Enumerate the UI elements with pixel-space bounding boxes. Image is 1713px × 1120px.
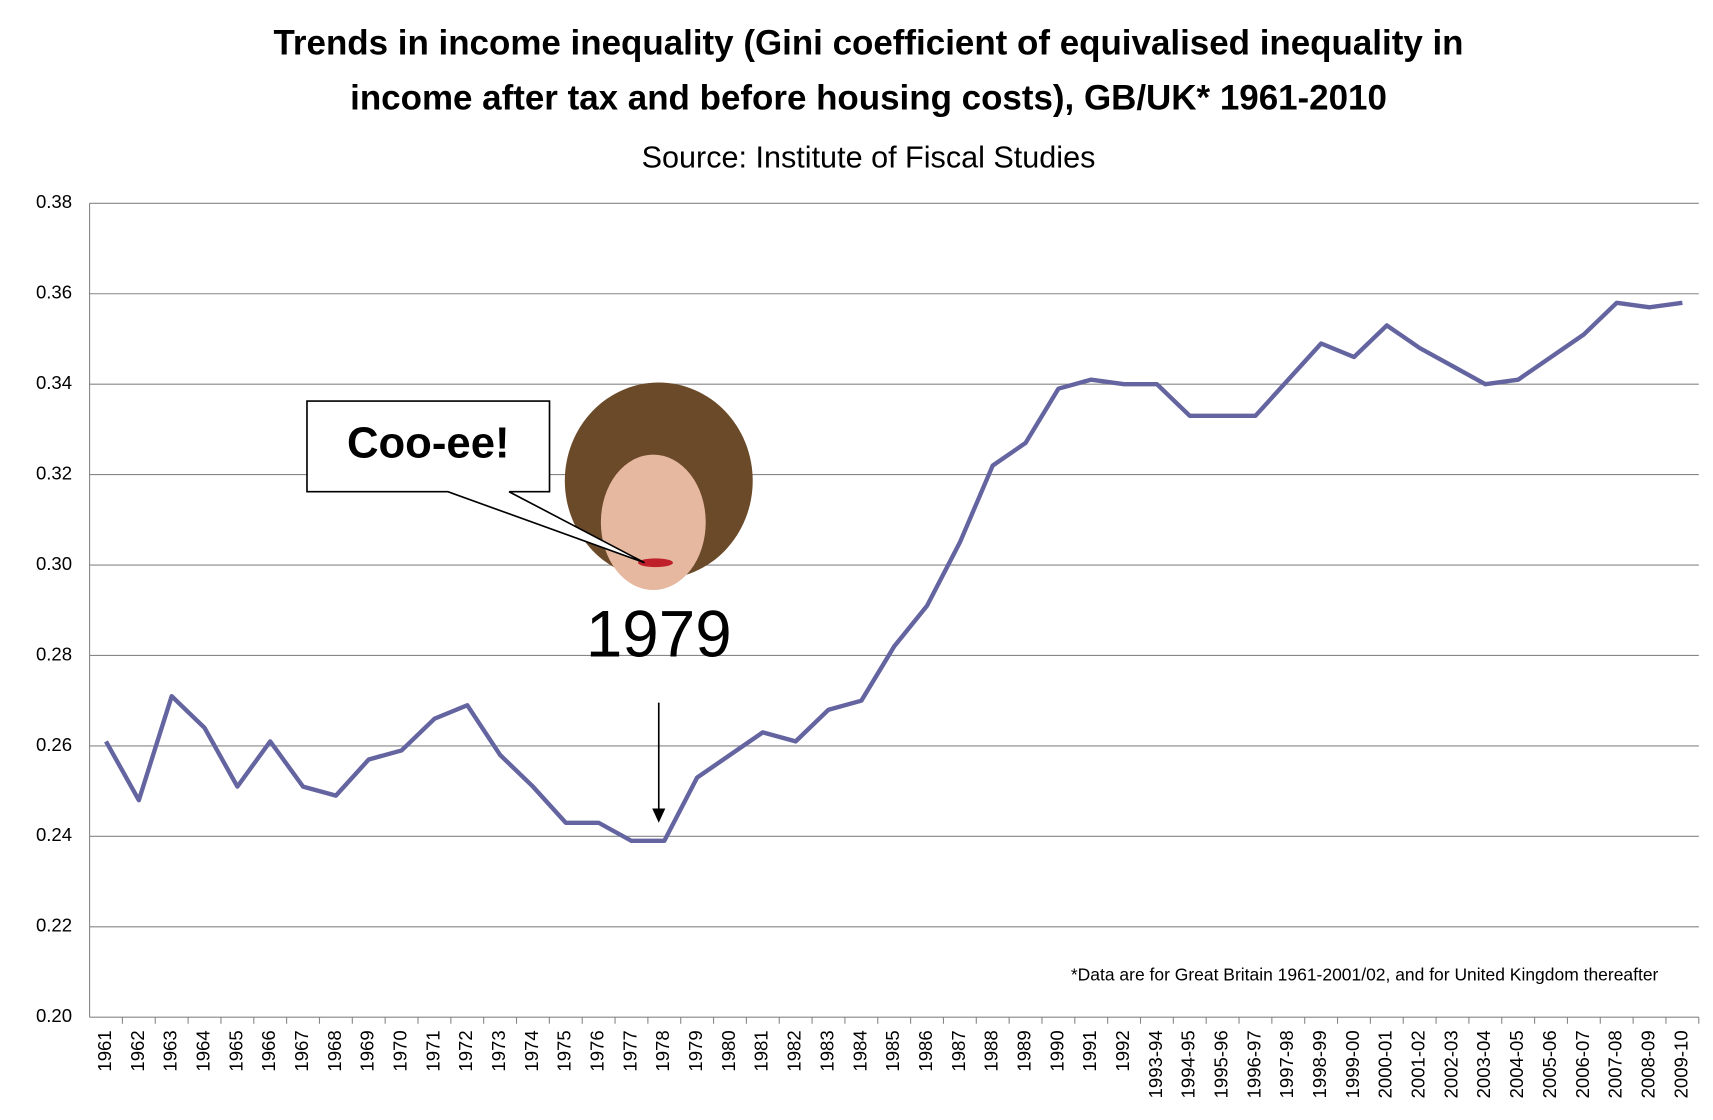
y-tick-label: 0.24	[36, 824, 72, 845]
portrait	[564, 382, 753, 591]
x-tick-label: 1968	[324, 1030, 345, 1071]
x-tick-label: 1971	[422, 1030, 443, 1071]
x-tick-label: 1983	[816, 1030, 837, 1071]
x-tick-label: 1977	[619, 1030, 640, 1071]
x-tick-label: 1995-96	[1211, 1030, 1232, 1098]
x-tick-label: 2000-01	[1375, 1030, 1396, 1098]
plot: 1961 1962 1963 1964 1965 1966 1967 1968 1969 1970…	[94, 300, 1700, 1098]
x-tick-label: 1993-94	[1145, 1030, 1166, 1098]
x-tick-label: 1982	[784, 1030, 805, 1071]
x-tick-label: 2007-08	[1605, 1030, 1626, 1098]
y-tick-label: 0.22	[36, 915, 72, 936]
x-tick-label: 2008-09	[1637, 1030, 1658, 1098]
x-tick-label: 1972	[455, 1030, 476, 1071]
y-tick-label: 0.34	[36, 372, 72, 393]
y-tick-label: 0.28	[36, 643, 72, 664]
y-tick-label: 0.36	[36, 282, 72, 303]
x-tick-label: 1965	[225, 1030, 246, 1071]
y-tick-label: 0.32	[36, 463, 72, 484]
y-tick-label: 0.20	[36, 1005, 72, 1026]
speech-text: Coo-ee!	[347, 418, 510, 467]
x-tick-label: 1970	[389, 1030, 410, 1071]
x-tick-label: 1988	[981, 1030, 1002, 1071]
x-tick-label: 1966	[258, 1030, 279, 1071]
x-tick-label: 1992	[1112, 1030, 1133, 1071]
y-tick-label: 0.38	[36, 191, 72, 212]
x-tick-label: 1973	[488, 1030, 509, 1071]
x-tick-label: 1997-98	[1276, 1030, 1297, 1098]
x-tick-label: 1980	[718, 1030, 739, 1071]
x-tick-label: 2005-06	[1539, 1030, 1560, 1098]
x-tick-label: 1981	[751, 1030, 772, 1071]
x-tick-label: 1979	[685, 1030, 706, 1071]
arrow-head	[652, 808, 666, 823]
footnote: *Data are for Great Britain 1961-2001/02…	[1071, 964, 1659, 984]
x-tick-label: 1976	[587, 1030, 608, 1071]
year-annotation: 1979	[586, 598, 732, 671]
y-tick-label: 0.30	[36, 553, 72, 574]
x-tick-label: 1985	[882, 1030, 903, 1071]
x-tick-label: 1975	[554, 1030, 575, 1071]
x-tick-label: 1961	[94, 1030, 115, 1071]
data-line	[104, 300, 1683, 844]
x-tick-label: 1989	[1013, 1030, 1034, 1071]
x-tick-label: 1969	[357, 1030, 378, 1071]
x-tick-label: 2004-05	[1506, 1030, 1527, 1098]
x-tick-label: 2006-07	[1572, 1030, 1593, 1098]
x-tick-label: 2001-02	[1408, 1030, 1429, 1098]
x-tick-label: 1962	[127, 1030, 148, 1071]
x-tick-label: 1986	[915, 1030, 936, 1071]
x-tick-label: 1978	[652, 1030, 673, 1071]
x-tick-label: 1964	[192, 1030, 213, 1071]
x-tick-label: 1987	[948, 1030, 969, 1071]
chart-title: Trends in income inequality (Gini coeffi…	[274, 24, 1464, 118]
chart-subtitle: Source: Institute of Fiscal Studies	[642, 141, 1096, 175]
x-tick-label: 1967	[291, 1030, 312, 1071]
x-tick-label: 1999-00	[1342, 1030, 1363, 1098]
x-tick-label: 1974	[521, 1030, 542, 1071]
x-tick-label: 2002-03	[1440, 1030, 1461, 1098]
x-tick-label: 1998-99	[1309, 1030, 1330, 1098]
x-tick-label: 1996-97	[1243, 1030, 1264, 1098]
x-tick-label: 1963	[160, 1030, 181, 1071]
speech-bubble	[306, 400, 645, 564]
x-tick-label: 1990	[1046, 1030, 1067, 1071]
x-tick-label: 1994-95	[1178, 1030, 1199, 1098]
y-tick-label: 0.26	[36, 734, 72, 755]
x-tick-label: 2003-04	[1473, 1030, 1494, 1098]
x-tick-label: 1991	[1079, 1030, 1100, 1071]
x-tick-label: 1984	[849, 1030, 870, 1071]
x-tick-label: 2009-10	[1670, 1030, 1691, 1098]
